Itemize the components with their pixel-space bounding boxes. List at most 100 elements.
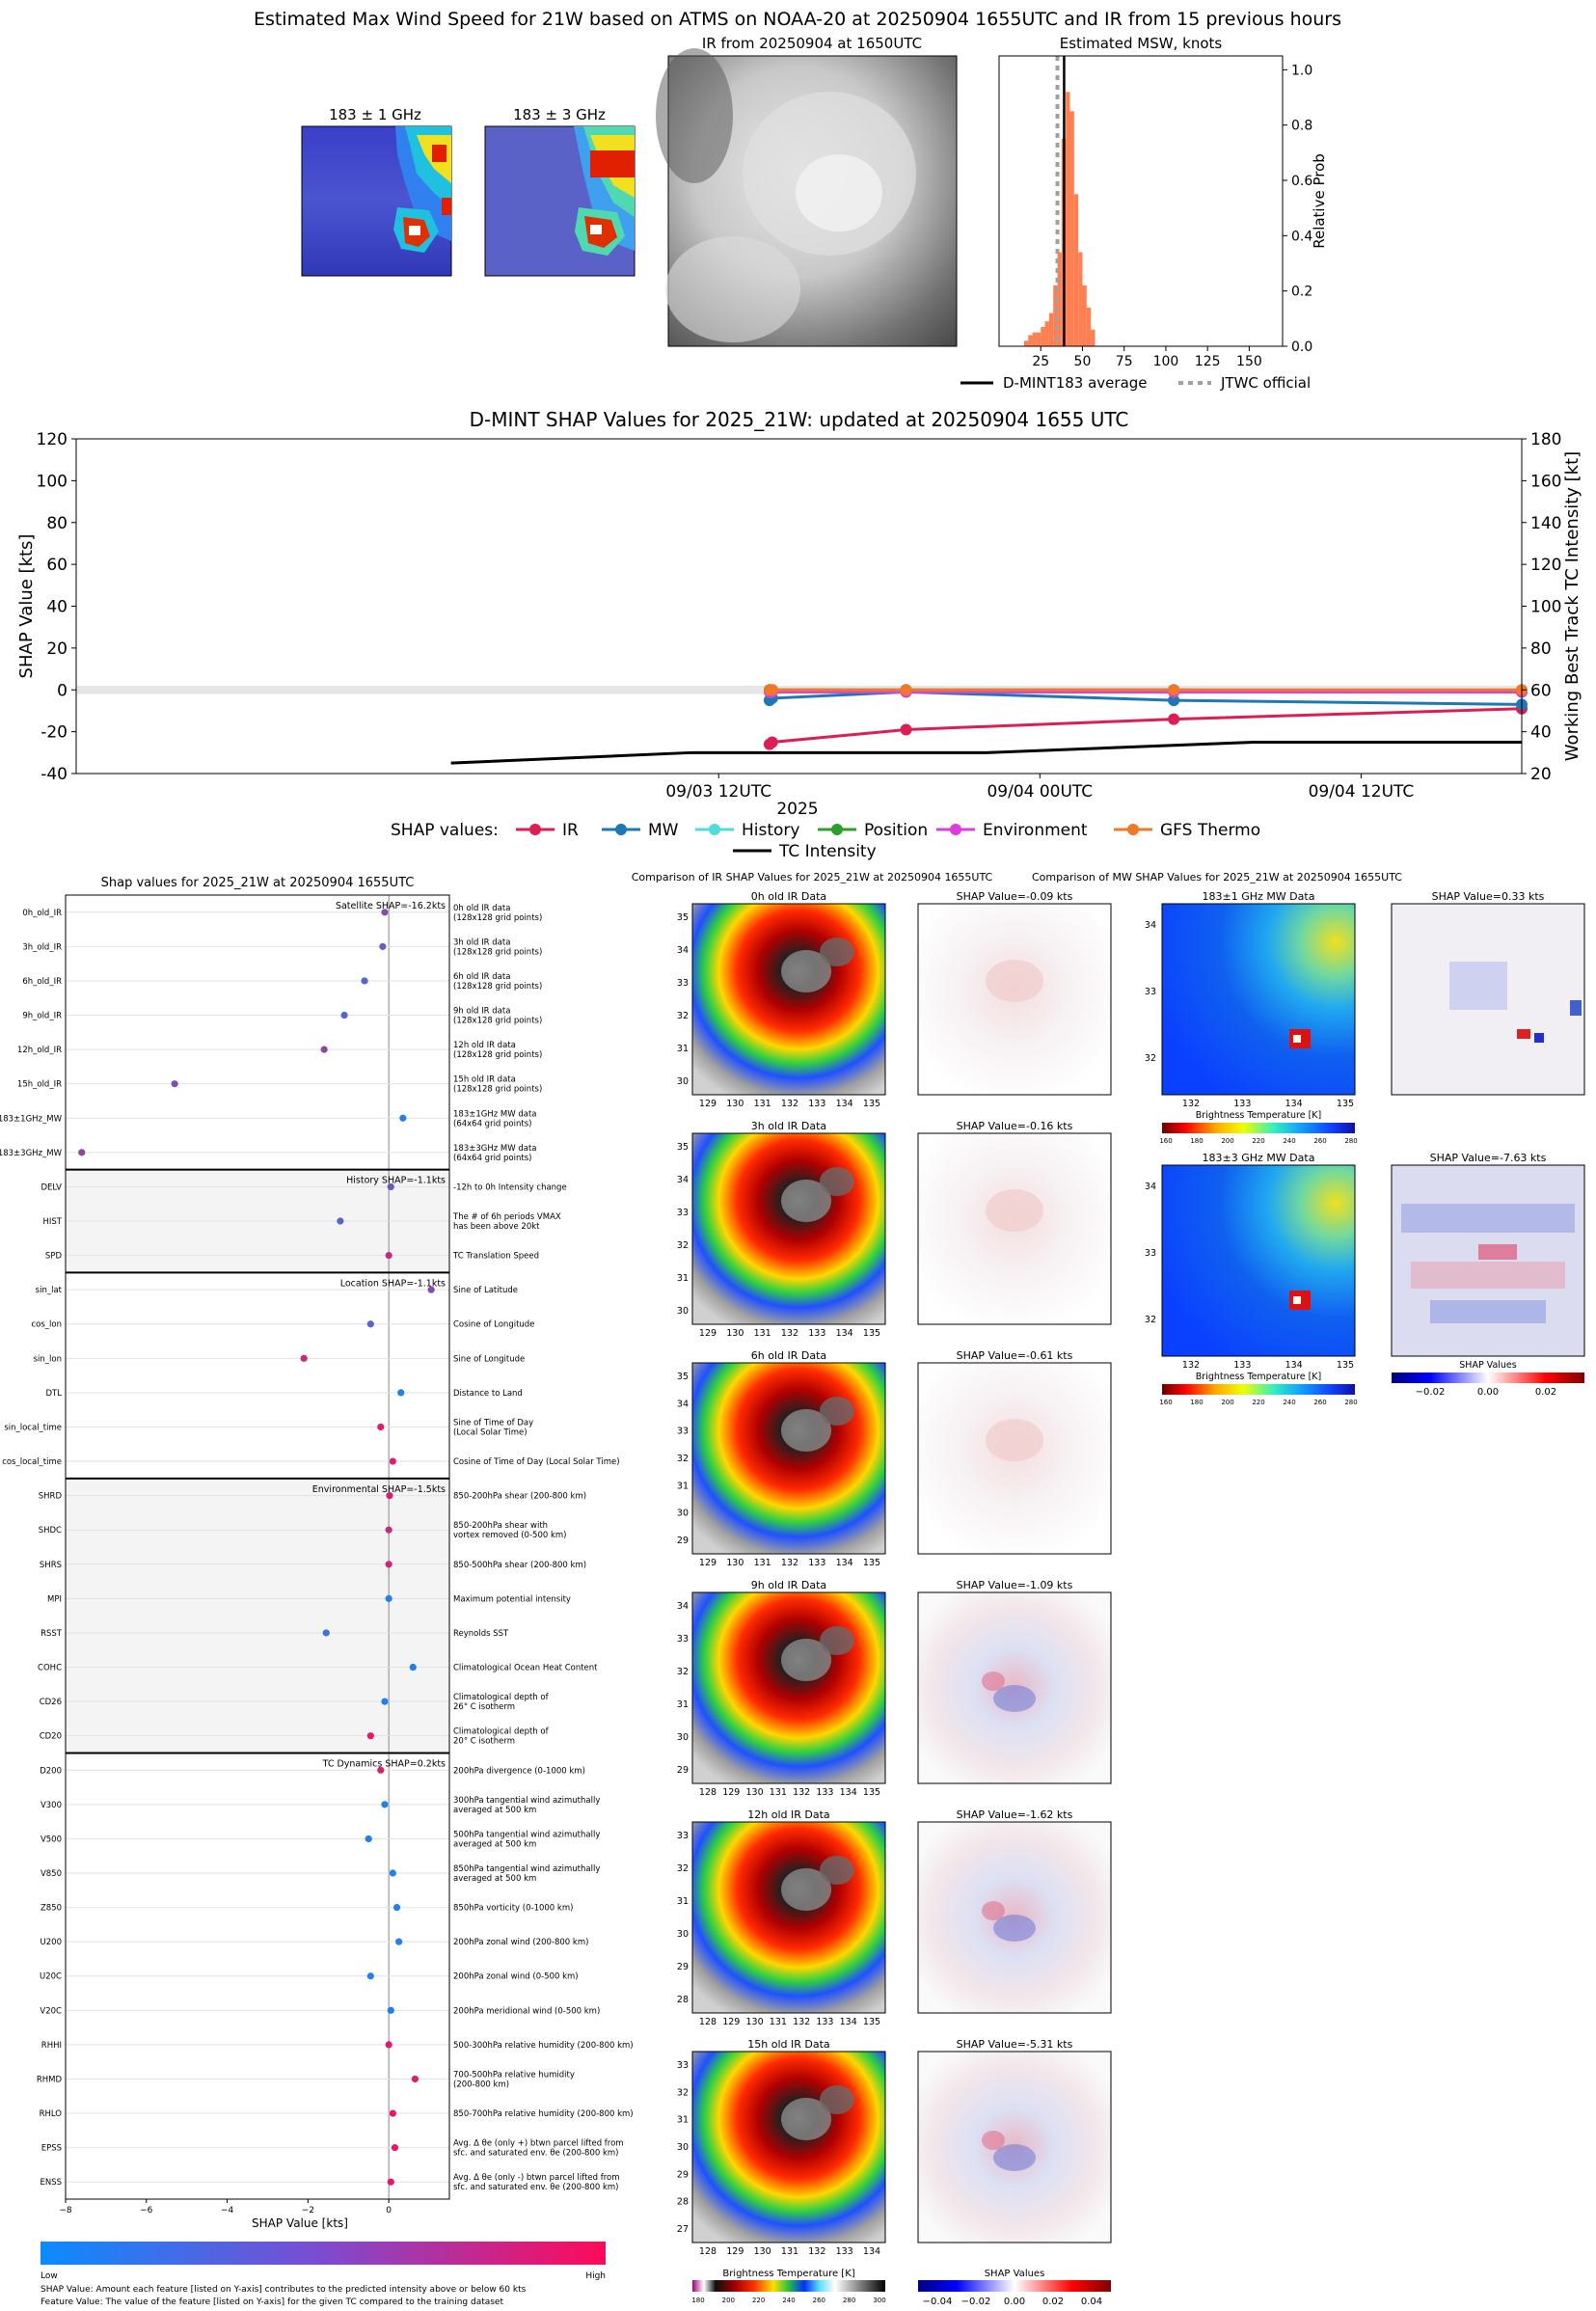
feature-shap-point (366, 1972, 374, 1980)
feature-description: (64x64 grid points) (453, 1154, 531, 1163)
hist-bar (1091, 329, 1096, 346)
legend-label-tc: TC Intensity (778, 842, 877, 861)
ir-bt-tick-label: 280 (843, 2297, 855, 2304)
ir-y-tick-label: 34 (677, 945, 689, 956)
feature-label: V500 (41, 1835, 62, 1844)
ir-bt-tick-label: 220 (752, 2297, 765, 2304)
ir-x-tick-label: 132 (808, 2246, 825, 2257)
legend-marker-history (709, 824, 720, 835)
mw-bt-colorbar-label: Brightness Temperature [K] (1196, 1110, 1321, 1121)
mw-shap-blob (1517, 1029, 1530, 1039)
mw-shap-blob (1411, 1262, 1565, 1289)
mw-shap-blob (1401, 1204, 1575, 1233)
feature-description: 850hPa tangential wind azimuthally (453, 1864, 600, 1874)
feature-description: sfc. and saturated env. θe (200-800 km) (453, 2149, 619, 2159)
ir-x-tick-label: 134 (863, 2246, 880, 2257)
mw-bt-tick-label: 280 (1344, 1399, 1357, 1406)
feature-description: averaged at 500 km (453, 1839, 536, 1849)
hist-x-tick-label: 50 (1074, 354, 1092, 369)
hist-bar (1078, 252, 1083, 346)
mw-core-white (1293, 1035, 1301, 1043)
note-shap-value: SHAP Value: Amount each feature [listed … (41, 2285, 527, 2295)
scatter-x-tick-label: −8 (59, 2206, 72, 2216)
ir-bt-colorbar (692, 2280, 885, 2292)
ir-shap-blob (986, 960, 1043, 1002)
scatter-title: Shap values for 2025_21W at 20250904 165… (101, 876, 415, 890)
mw-y-tick-label: 33 (1145, 1248, 1156, 1259)
hist-bar (1057, 252, 1062, 346)
feature-shap-point (78, 1149, 86, 1156)
feature-description: Climatological depth of (453, 1727, 550, 1737)
ir-x-tick-label: 134 (840, 1787, 857, 1798)
feature-label: ENSS (40, 2178, 62, 2188)
ts-xlabel: 2025 (776, 800, 818, 819)
ir-bt-colorbar-label: Brightness Temperature [K] (722, 2269, 854, 2279)
mw-bt-tick-label: 200 (1221, 1137, 1233, 1145)
ts-y-tick-label: 100 (37, 472, 68, 491)
feature-description: Distance to Land (453, 1389, 523, 1399)
feature-description: Avg. Δ θe (only +) btwn parcel lifted fr… (453, 2139, 624, 2149)
feature-label: SHRD (39, 1492, 63, 1502)
feature-label: V20C (40, 2006, 62, 2016)
feature-description: 12h old IR data (453, 1041, 516, 1050)
ts-y-tick-label: 80 (46, 514, 68, 533)
mw-y-tick-label: 33 (1145, 987, 1156, 997)
mw-bt-tick-label: 260 (1313, 1137, 1326, 1145)
ir-row-label: 15h old IR Data (747, 2038, 829, 2051)
ts-y-tick-label: 20 (46, 639, 68, 659)
feature-label: sin_lat (36, 1286, 63, 1295)
ts-y2-tick-label: 140 (1530, 514, 1561, 533)
ir-row-label: 0h old IR Data (751, 890, 826, 903)
hist-bar (1044, 321, 1049, 346)
ir-x-tick-label: 129 (722, 2017, 740, 2027)
note-feature-value: Feature Value: The value of the feature … (41, 2297, 503, 2307)
feature-shap-point (409, 1663, 417, 1672)
hist-x-tick-label: 100 (1153, 354, 1179, 369)
ts-frame (75, 438, 1523, 775)
feature-description: 200hPa zonal wind (0-500 km) (453, 1972, 579, 1982)
mw1-image (301, 125, 452, 277)
ir-shap-blob (982, 2131, 1005, 2150)
feature-description: Cosine of Time of Day (Local Solar Time) (453, 1457, 620, 1467)
ir-bt-tick-label: 240 (782, 2297, 795, 2304)
feature-description: 3h old IR data (453, 938, 510, 947)
mw-x-tick-label: 135 (1337, 1099, 1354, 1109)
ir-y-tick-label: 30 (677, 1306, 689, 1317)
feature-shap-point (366, 1732, 374, 1740)
feature-shap-point (337, 1217, 344, 1225)
feature-description: 0h old IR data (453, 904, 510, 913)
ir-y-tick-label: 34 (677, 1175, 689, 1185)
feature-label: V300 (41, 1801, 62, 1810)
ir-row-image (691, 2051, 886, 2243)
ir-y-tick-label: 29 (677, 2169, 689, 2180)
ir-x-tick-label: 130 (754, 2246, 771, 2257)
scatter-x-tick-label: −6 (140, 2206, 153, 2216)
ir-shap-blob (982, 1672, 1005, 1691)
scatter-frame (65, 894, 450, 2200)
ts-y-tick-label: -40 (41, 765, 68, 784)
mw-bt-colorbar-label: Brightness Temperature [K] (1196, 1372, 1321, 1382)
ir-x-tick-label: 128 (699, 1787, 717, 1798)
feature-description: -12h to 0h Intensity change (453, 1183, 567, 1192)
ir-x-tick-label: 135 (863, 1099, 880, 1109)
ir-y-tick-label: 30 (677, 1076, 689, 1087)
hist-x-tick-label: 150 (1236, 354, 1262, 369)
legend-label-position: Position (864, 821, 928, 840)
feature-shap-point (381, 909, 389, 916)
ir-shap-blob (993, 1685, 1036, 1712)
feature-label: D200 (40, 1766, 62, 1776)
ir-eye-cloud (781, 2098, 831, 2140)
ir-shap-value-label: SHAP Value=-1.62 kts (957, 1808, 1073, 1821)
ir-y-tick-label: 35 (677, 912, 689, 923)
group-label: Environmental SHAP=-1.5kts (312, 1484, 446, 1495)
series-point-ir (766, 736, 778, 748)
feature-shap-point (385, 1594, 392, 1602)
mw-y-tick-label: 32 (1145, 1315, 1156, 1325)
feature-description: 700-500hPa relative humidity (453, 2070, 575, 2080)
ir-y-tick-label: 33 (677, 1831, 689, 1841)
legend-label-environment: Environment (983, 821, 1088, 840)
mw-x-tick-label: 134 (1285, 1360, 1303, 1371)
feature-label: sin_local_time (4, 1423, 62, 1432)
ir-y-tick-label: 28 (677, 1995, 689, 2005)
feature-shap-point (395, 1938, 403, 1945)
